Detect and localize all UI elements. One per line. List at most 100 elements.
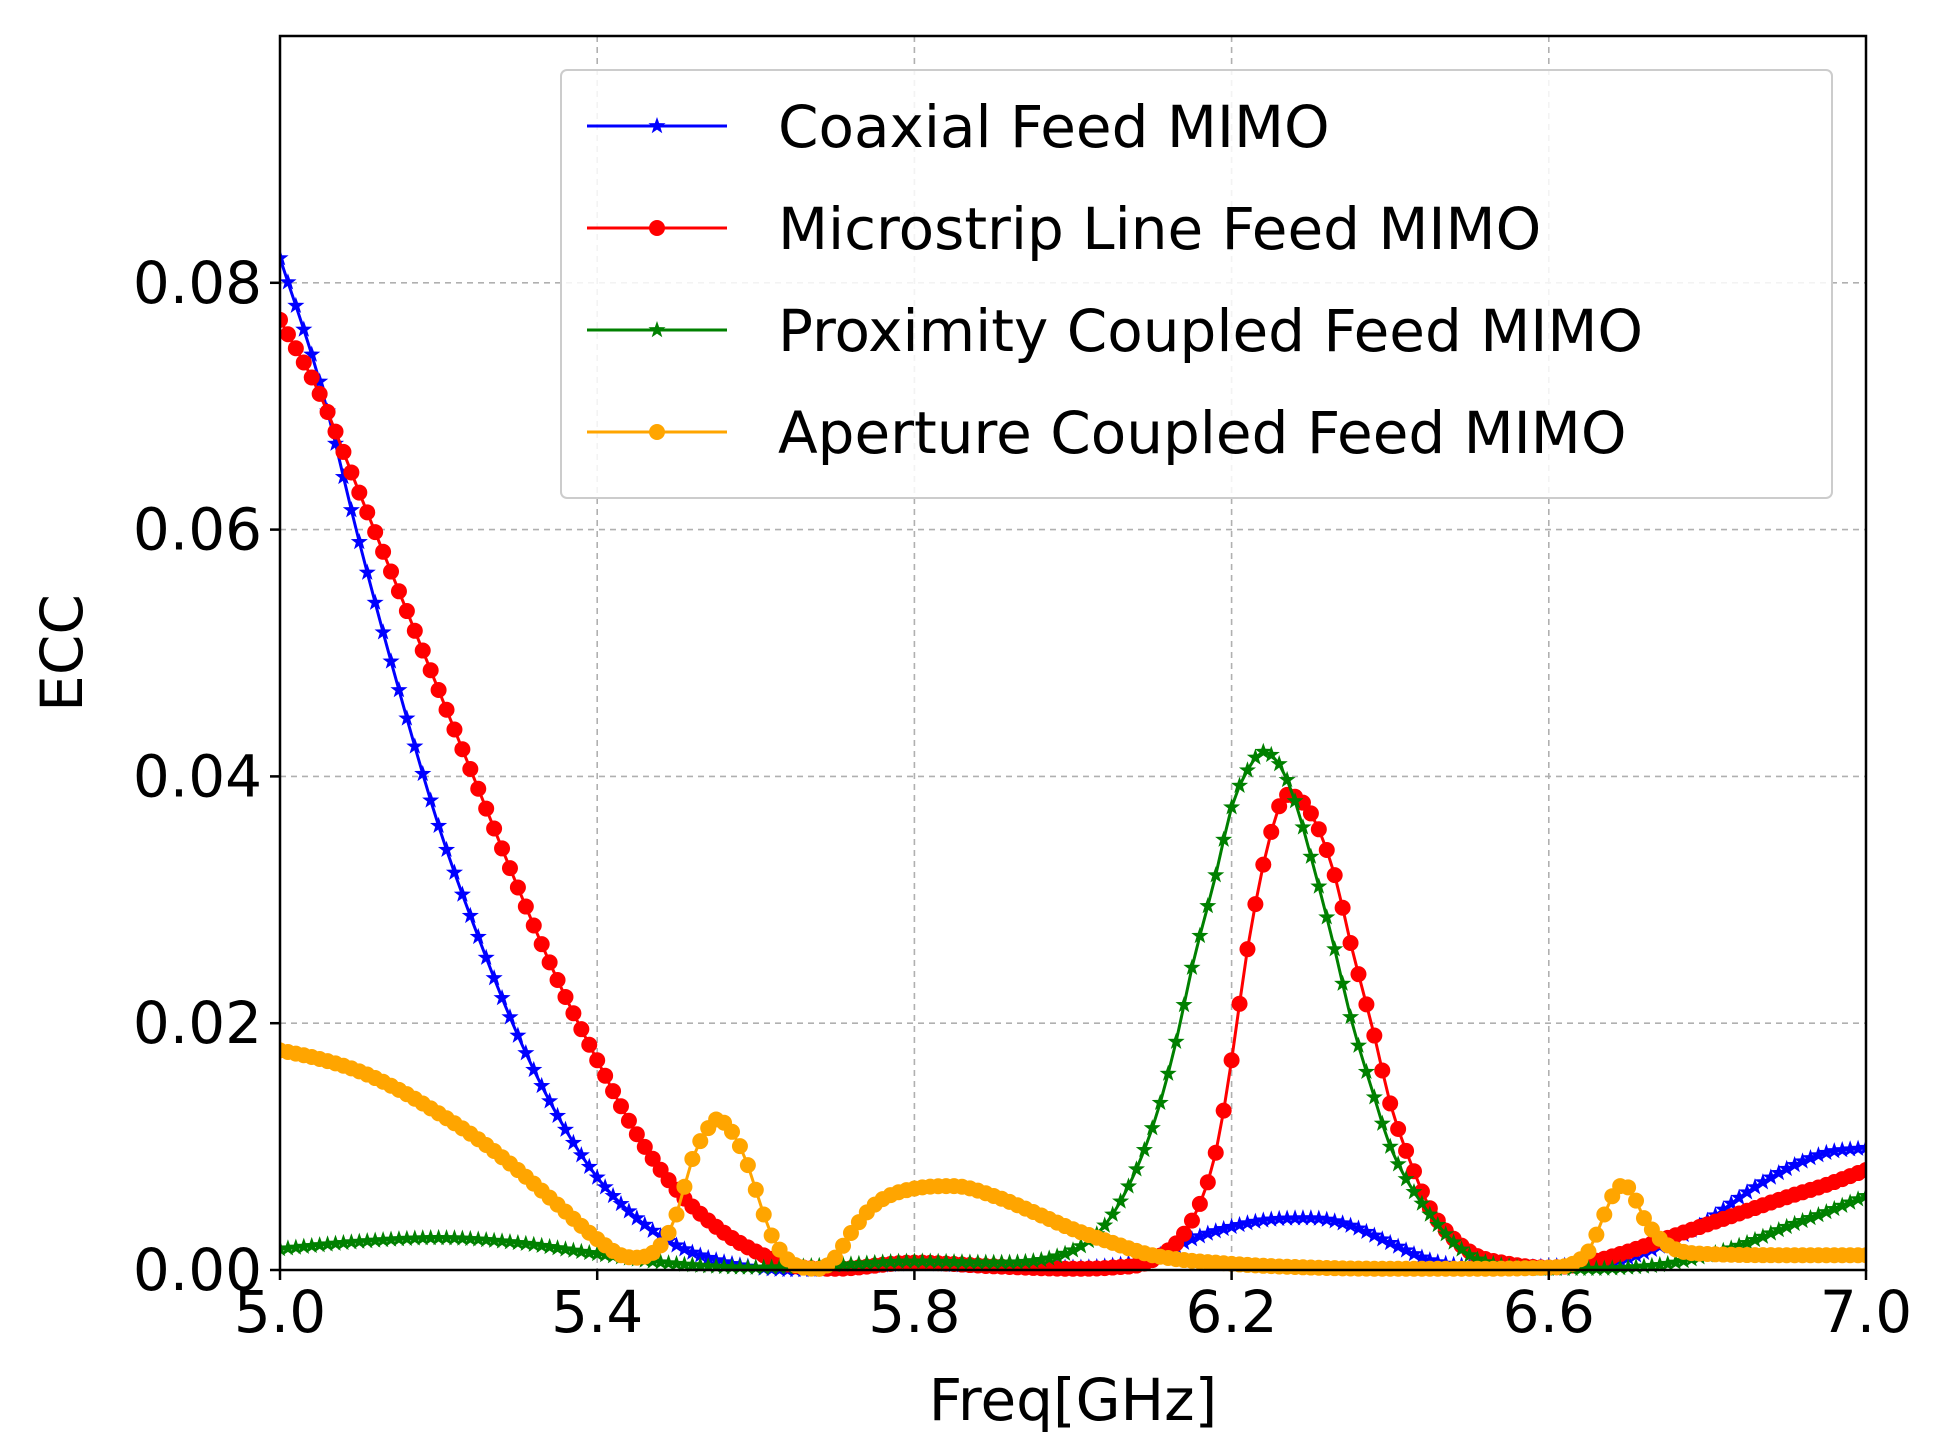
data-point xyxy=(1238,761,1257,778)
legend-label: Microstrip Line Feed MIMO xyxy=(778,195,1541,263)
data-point xyxy=(445,863,464,880)
data-point xyxy=(1389,1155,1407,1172)
data-point xyxy=(1199,896,1217,914)
data-point xyxy=(1135,1140,1153,1158)
data-point xyxy=(1159,1064,1177,1081)
data-point xyxy=(1809,1146,1827,1163)
data-point xyxy=(588,1168,606,1185)
data-point xyxy=(517,898,534,915)
data-point xyxy=(1381,1233,1399,1251)
data-point xyxy=(889,1252,908,1269)
data-point xyxy=(969,1253,987,1270)
data-point xyxy=(866,1253,884,1271)
data-point xyxy=(1738,1183,1756,1200)
data-point xyxy=(660,1254,678,1271)
data-point xyxy=(755,1206,772,1223)
data-point xyxy=(541,1237,559,1255)
legend-marker xyxy=(648,117,666,134)
data-point xyxy=(1809,1206,1827,1223)
data-point xyxy=(1801,1149,1820,1166)
data-point xyxy=(596,1178,614,1195)
data-point xyxy=(1603,1259,1621,1276)
data-point xyxy=(326,434,345,451)
data-point xyxy=(311,372,329,389)
data-point xyxy=(644,1221,662,1238)
data-point xyxy=(486,820,503,837)
data-point xyxy=(835,1237,852,1254)
data-point xyxy=(374,623,392,640)
data-point xyxy=(1437,1225,1455,1242)
legend-marker xyxy=(649,220,665,236)
data-point xyxy=(319,404,336,421)
data-point xyxy=(1318,908,1336,925)
data-point xyxy=(993,1253,1011,1270)
data-point xyxy=(1675,1251,1693,1269)
data-point xyxy=(525,1060,543,1078)
data-point xyxy=(1286,792,1304,809)
legend-label: Proximity Coupled Feed MIMO xyxy=(778,297,1643,365)
data-point xyxy=(422,791,440,808)
data-point xyxy=(1294,818,1312,835)
data-point xyxy=(961,1253,979,1270)
data-point xyxy=(1651,1255,1669,1273)
data-point xyxy=(605,1083,622,1100)
data-point xyxy=(350,1232,368,1249)
data-point xyxy=(1191,926,1209,944)
data-point xyxy=(580,1243,598,1261)
y-tick-label: 0.00 xyxy=(133,1236,262,1304)
data-point xyxy=(1302,847,1320,864)
data-point xyxy=(636,1138,653,1155)
data-point xyxy=(541,954,558,971)
data-point xyxy=(1858,1162,1866,1179)
data-point xyxy=(739,1258,757,1275)
data-point xyxy=(1254,1211,1272,1228)
data-point xyxy=(1278,770,1296,788)
data-point xyxy=(1374,1062,1391,1079)
data-point xyxy=(1841,1140,1859,1157)
data-point xyxy=(358,1232,376,1249)
data-point xyxy=(1746,1230,1764,1248)
data-point xyxy=(1238,1214,1257,1231)
data-point xyxy=(280,326,296,343)
data-point xyxy=(739,1157,756,1174)
data-point xyxy=(850,1254,868,1272)
data-point xyxy=(501,1233,519,1250)
data-point xyxy=(1334,1214,1352,1231)
data-point xyxy=(724,1123,741,1140)
data-point xyxy=(375,543,392,560)
data-point xyxy=(1096,1216,1114,1233)
data-point xyxy=(326,1234,345,1251)
data-point xyxy=(1119,1177,1138,1194)
data-point xyxy=(398,603,415,620)
y-tick-label: 0.06 xyxy=(133,496,262,564)
data-point xyxy=(1334,899,1351,916)
data-point xyxy=(501,1008,519,1025)
data-point xyxy=(1825,1199,1843,1217)
data-point xyxy=(343,464,360,481)
data-point xyxy=(1310,1209,1328,1226)
data-point xyxy=(398,1229,416,1246)
legend: Coaxial Feed MIMO Microstrip Line Feed MI… xyxy=(560,69,1833,499)
legend-marker xyxy=(648,321,666,338)
data-point xyxy=(565,1005,582,1022)
data-point xyxy=(763,1258,781,1275)
data-point xyxy=(660,1224,677,1241)
data-point xyxy=(334,467,352,485)
data-point xyxy=(572,1242,590,1259)
data-point xyxy=(1770,1221,1788,1238)
data-point xyxy=(1326,1212,1344,1229)
data-point xyxy=(1714,1200,1732,1217)
data-point xyxy=(929,1252,947,1269)
data-point xyxy=(842,1255,860,1272)
data-point xyxy=(1627,1258,1645,1275)
data-point xyxy=(382,652,400,669)
data-point xyxy=(1421,1205,1439,1222)
data-point xyxy=(675,1255,693,1272)
data-point xyxy=(1453,1240,1471,1257)
data-point xyxy=(1571,1259,1590,1277)
data-point xyxy=(1048,1247,1066,1264)
data-point xyxy=(1231,995,1248,1012)
data-point xyxy=(1611,1258,1629,1276)
data-point xyxy=(691,1246,709,1263)
